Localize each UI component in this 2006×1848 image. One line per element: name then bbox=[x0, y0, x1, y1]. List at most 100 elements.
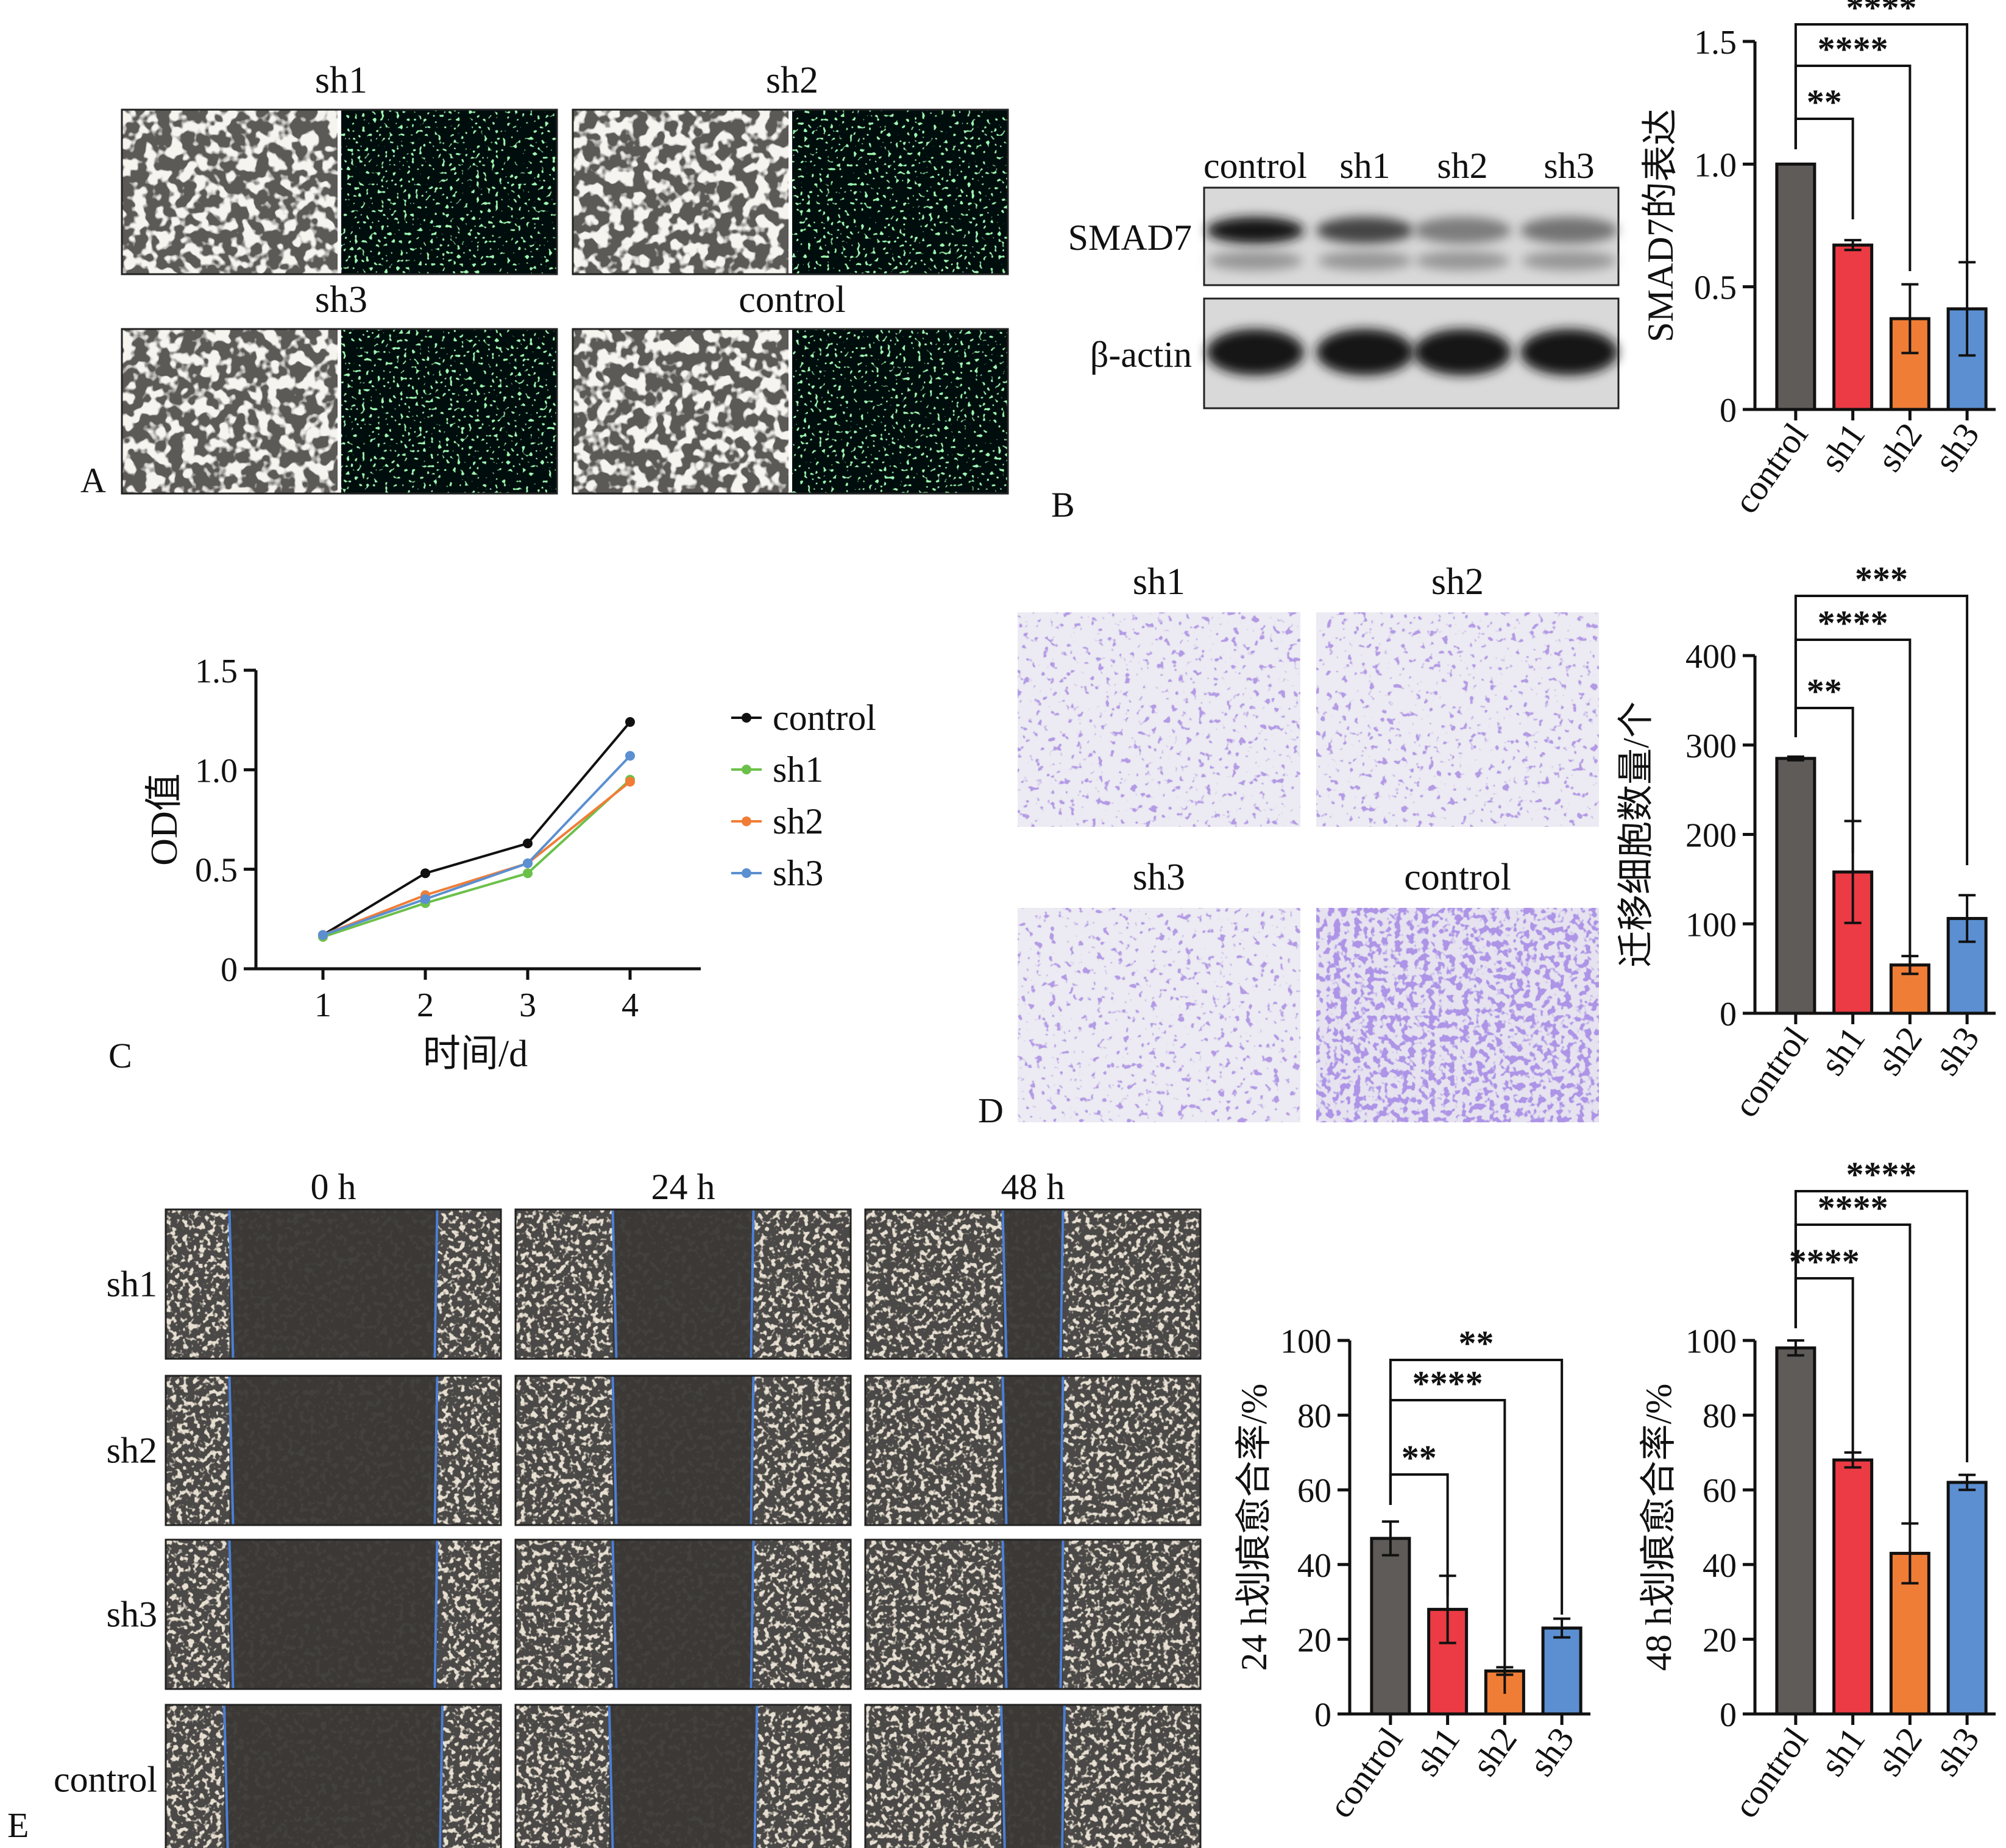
x-tick-label: control bbox=[1726, 1019, 1815, 1124]
significance-label: ** bbox=[1807, 82, 1842, 122]
image-title: control bbox=[1404, 857, 1511, 898]
y-axis-label: 迁移细胞数量/个 bbox=[1616, 701, 1656, 968]
band-secondary bbox=[1415, 251, 1510, 271]
significance-label: **** bbox=[1818, 1188, 1888, 1228]
wound-gap bbox=[612, 1540, 754, 1689]
band-secondary bbox=[1317, 251, 1412, 271]
wound-gap bbox=[1002, 1209, 1063, 1359]
image-frame bbox=[572, 108, 1009, 275]
band bbox=[1520, 329, 1618, 375]
y-tick-label: 0 bbox=[1314, 1696, 1331, 1734]
blot-row-label: SMAD7 bbox=[1068, 218, 1192, 258]
wound-gap bbox=[1002, 1540, 1063, 1689]
y-tick-label: 80 bbox=[1703, 1398, 1737, 1436]
x-tick-label: control bbox=[1320, 1720, 1410, 1825]
significance-label: *** bbox=[1855, 559, 1908, 599]
scratch-sh3-1 bbox=[514, 1538, 852, 1690]
fluorescence-image bbox=[792, 329, 1008, 494]
wound-edge-right bbox=[750, 1539, 755, 1690]
wound-gap bbox=[1001, 1705, 1065, 1848]
panel-a-sh3: sh3 bbox=[121, 279, 558, 495]
row-label: sh1 bbox=[107, 1264, 157, 1305]
panel-a-sh1: sh1 bbox=[121, 60, 558, 275]
significance-bracket bbox=[1794, 23, 1969, 280]
legend-marker bbox=[742, 868, 751, 878]
panel-label-d: D bbox=[978, 1091, 1004, 1130]
transwell-image bbox=[1016, 611, 1302, 828]
scratch-sh2-0 bbox=[165, 1375, 502, 1526]
band bbox=[1414, 217, 1511, 244]
x-axis-label: 时间/d bbox=[423, 1033, 528, 1075]
blot-row-SMAD7: SMAD7 bbox=[1068, 186, 1620, 286]
image-frame bbox=[121, 108, 558, 275]
y-tick-label: 100 bbox=[1280, 1323, 1331, 1361]
y-tick-label: 0 bbox=[1720, 996, 1737, 1033]
wound-edge-left bbox=[1001, 1375, 1008, 1526]
scratch-sh1-2 bbox=[864, 1208, 1202, 1360]
panel-d-control: control bbox=[1315, 857, 1600, 1124]
scratch-sh1-0 bbox=[165, 1208, 502, 1360]
scratch-sh3-0 bbox=[165, 1538, 502, 1690]
image-frame bbox=[514, 1375, 852, 1526]
data-point-sh3 bbox=[523, 858, 533, 868]
wound-edge-left bbox=[611, 1209, 618, 1359]
scratch-control-2 bbox=[864, 1704, 1202, 1848]
y-tick-label: 300 bbox=[1685, 728, 1737, 765]
x-tick-label: sh2 bbox=[1870, 1019, 1930, 1082]
bar-control bbox=[1775, 162, 1816, 411]
series-line-sh2 bbox=[322, 781, 631, 936]
legend-label: control bbox=[773, 698, 876, 738]
x-tick-label: sh3 bbox=[1521, 1720, 1581, 1783]
panel-label-e: E bbox=[7, 1805, 29, 1845]
y-tick-label: 1.5 bbox=[1694, 24, 1737, 62]
y-tick-label: 40 bbox=[1297, 1547, 1331, 1585]
panel-label-b: B bbox=[1051, 485, 1075, 525]
x-tick-label: 4 bbox=[622, 986, 639, 1024]
image-frame bbox=[165, 1375, 502, 1526]
x-tick-label: sh3 bbox=[1926, 1720, 1987, 1783]
row-label: control bbox=[54, 1760, 157, 1800]
time-label: 48 h bbox=[1001, 1167, 1065, 1207]
image-frame bbox=[514, 1704, 852, 1848]
blot-row-β-actin: β-actin bbox=[1090, 297, 1620, 409]
image-title: sh1 bbox=[315, 60, 367, 101]
y-tick-label: 0 bbox=[221, 951, 238, 989]
image-frame bbox=[864, 1375, 1202, 1526]
data-point-sh2 bbox=[625, 776, 635, 787]
wound-edge-right bbox=[433, 1209, 439, 1359]
image-title: sh3 bbox=[1133, 857, 1185, 898]
wound-edge-left bbox=[1001, 1209, 1008, 1359]
row-label: sh2 bbox=[107, 1431, 157, 1471]
panel_d_bar: 0100200300400controlsh1sh2sh3迁移细胞数量/个***… bbox=[1616, 559, 1996, 1124]
bar-sh1 bbox=[1832, 243, 1874, 411]
bar-sh2 bbox=[1889, 963, 1930, 1015]
bar-control bbox=[1370, 1537, 1411, 1716]
legend-marker bbox=[742, 816, 751, 826]
transwell-image bbox=[1016, 907, 1302, 1124]
data-point-control bbox=[523, 838, 533, 849]
y-tick-label: 60 bbox=[1297, 1472, 1331, 1510]
panel-label-a: A bbox=[80, 461, 106, 500]
panel-label-c: C bbox=[108, 1036, 132, 1075]
band bbox=[1414, 329, 1511, 375]
wound-edge-right bbox=[753, 1704, 759, 1848]
significance-label: ** bbox=[1807, 671, 1842, 711]
wound-gap bbox=[612, 1376, 754, 1525]
legend-marker bbox=[742, 713, 751, 723]
x-tick-label: control bbox=[1726, 416, 1815, 520]
wound-edge-left bbox=[228, 1209, 235, 1359]
significance-bracket bbox=[1389, 1359, 1564, 1615]
image-frame bbox=[864, 1704, 1202, 1848]
image-frame bbox=[514, 1208, 852, 1360]
y-tick-label: 0 bbox=[1720, 1696, 1737, 1734]
wound-edge-right bbox=[439, 1704, 444, 1848]
data-point-control bbox=[625, 717, 635, 727]
wound-edge-left bbox=[222, 1704, 229, 1848]
image-frame bbox=[165, 1208, 502, 1360]
image-frame bbox=[165, 1538, 502, 1690]
y-axis-label: OD值 bbox=[144, 773, 185, 866]
panel-c-line: 0 0.5 1.0 1.5 1 2 3 4 时间/d OD值 control sh1 sh2 sh3 C bbox=[108, 653, 876, 1075]
y-tick-label: 60 bbox=[1703, 1472, 1737, 1510]
bar-sh1 bbox=[1832, 1458, 1874, 1716]
